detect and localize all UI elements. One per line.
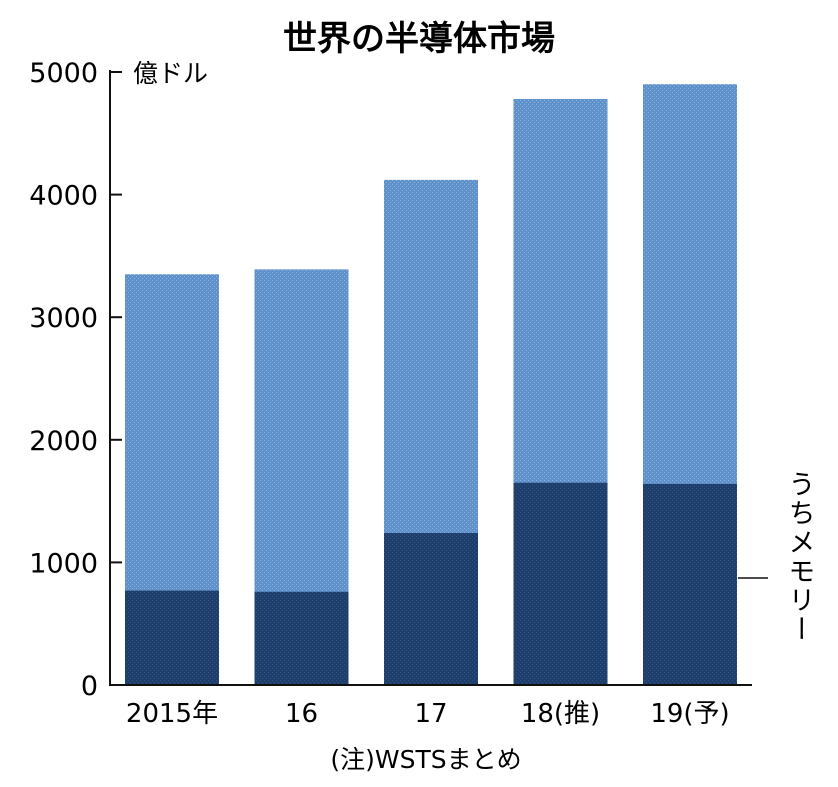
y-tick-label: 1000 [29, 548, 98, 579]
bar-memory [643, 483, 737, 685]
x-tick-label: 2015年 [126, 699, 218, 729]
y-tick-label: 4000 [29, 181, 98, 212]
y-tick-label: 2000 [29, 426, 98, 457]
x-tick-label: 18(推) [521, 699, 600, 729]
source-note: (注)WSTSまとめ [330, 745, 521, 774]
bars-group [125, 84, 737, 686]
y-tick-label: 5000 [29, 58, 98, 89]
y-axis-ticks: 0 1000 2000 3000 4000 5000 [29, 58, 122, 702]
memory-series-label: うちメモリー [784, 470, 815, 644]
bar-memory [254, 591, 349, 685]
bar-memory [384, 532, 478, 685]
x-tick-label: 19(予) [650, 699, 729, 729]
bar-memory [513, 482, 608, 685]
x-tick-label: 16 [285, 699, 318, 729]
bar-memory [125, 590, 219, 685]
chart-title: 世界の半導体市場 [283, 19, 555, 59]
y-tick-label: 0 [81, 671, 98, 702]
x-axis-ticks: 2015年 16 17 18(推) 19(予) [126, 699, 730, 729]
y-unit-label: 億ドル [133, 59, 208, 88]
x-tick-label: 17 [414, 699, 447, 729]
y-tick-label: 3000 [29, 303, 98, 334]
